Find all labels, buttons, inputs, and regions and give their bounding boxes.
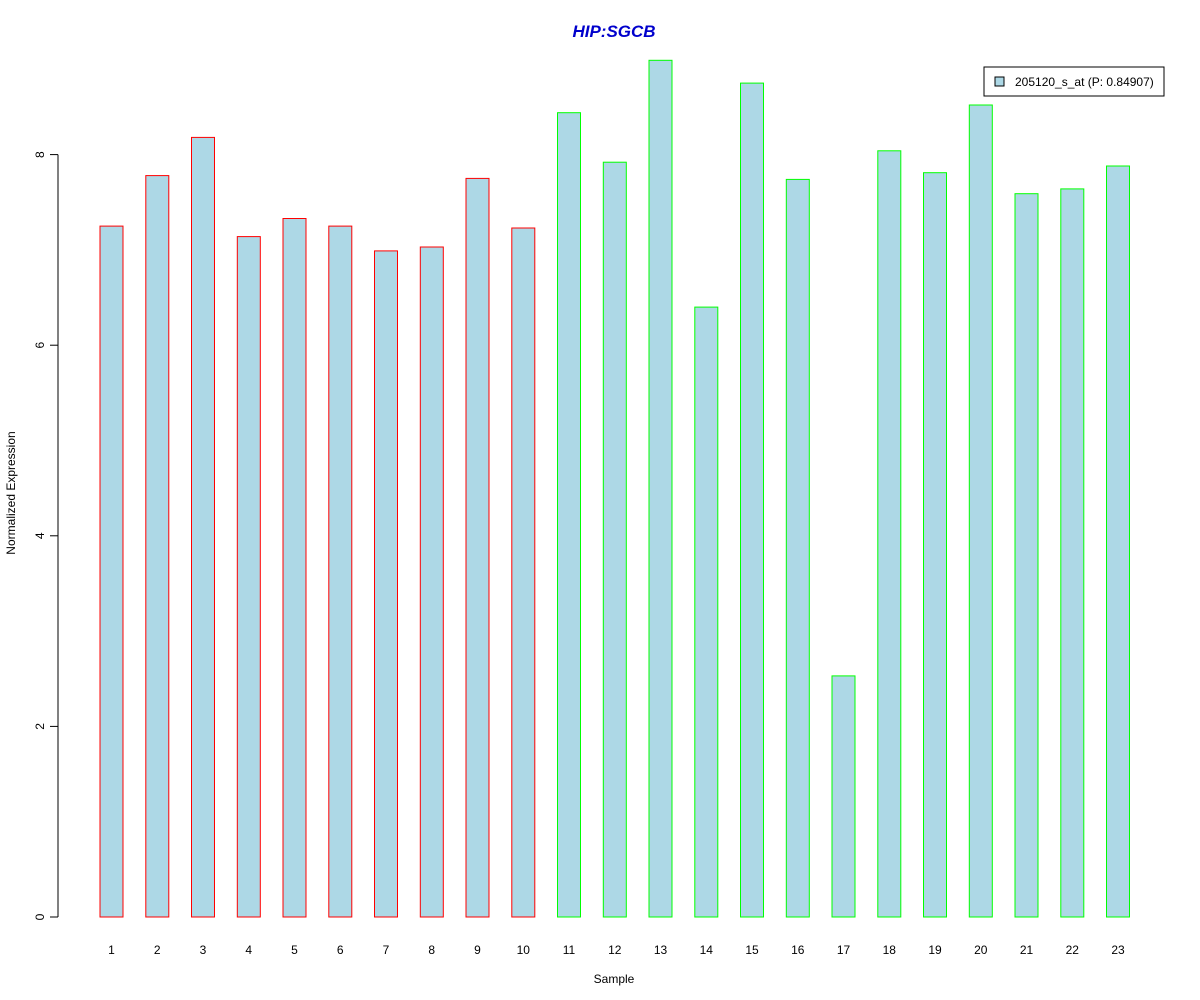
bar-sample-13 [648, 59, 673, 918]
bar-sample-1 [99, 225, 124, 918]
bar-sample-5 [282, 218, 307, 918]
x-tick-label: 21 [1020, 943, 1034, 957]
x-tick-label: 7 [383, 943, 390, 957]
bar-sample-14 [694, 306, 719, 918]
bar-sample-9 [465, 177, 490, 918]
x-tick-label: 18 [883, 943, 897, 957]
bar-sample-23 [1106, 165, 1130, 918]
x-tick-label: 6 [337, 943, 344, 957]
bar-sample-16 [785, 178, 810, 918]
x-tick-label: 15 [745, 943, 759, 957]
x-tick-label: 1 [108, 943, 115, 957]
bar-sample-22 [1060, 188, 1085, 918]
x-tick-label: 14 [700, 943, 714, 957]
bar-sample-8 [419, 246, 444, 918]
x-tick-label: 22 [1066, 943, 1080, 957]
bar-sample-12 [602, 161, 627, 918]
x-tick-label: 3 [200, 943, 207, 957]
bar-sample-17 [831, 675, 856, 918]
y-tick-label: 0 [33, 913, 47, 920]
x-tick-label: 20 [974, 943, 988, 957]
legend-label: 205120_s_at (P: 0.84907) [1015, 75, 1154, 89]
y-axis: 0 2 4 6 8 [33, 151, 59, 920]
bar-sample-4 [236, 236, 261, 918]
x-tick-label: 23 [1111, 943, 1125, 957]
x-tick-label: 5 [291, 943, 298, 957]
bar-sample-15 [740, 82, 764, 918]
legend-box [983, 66, 1165, 97]
x-axis-labels: 1 2 3 4 5 6 7 8 9 10 11 12 13 14 15 16 17 18 19 20 21 22 23 [108, 943, 1125, 957]
bar-sample-6 [328, 225, 353, 918]
bar-sample-11 [557, 112, 581, 918]
bar-sample-19 [923, 172, 947, 918]
x-tick-label: 12 [608, 943, 622, 957]
bar-sample-2 [145, 175, 170, 918]
y-tick-label: 8 [33, 151, 47, 158]
y-tick-label: 2 [33, 723, 47, 730]
bar-sample-18 [877, 150, 902, 918]
bar-sample-7 [374, 250, 398, 918]
x-tick-label: 13 [654, 943, 668, 957]
bar-sample-21 [1014, 193, 1039, 918]
legend: 205120_s_at (P: 0.84907) [983, 66, 1165, 97]
y-tick-label: 6 [33, 342, 47, 349]
x-tick-label: 4 [245, 943, 252, 957]
bar-sample-3 [191, 136, 215, 918]
legend-swatch [994, 76, 1005, 87]
x-tick-label: 16 [791, 943, 805, 957]
x-tick-label: 8 [428, 943, 435, 957]
y-tick-label: 4 [33, 532, 47, 539]
y-axis-title: Normalized Expression [4, 431, 18, 554]
x-tick-label: 19 [928, 943, 942, 957]
bar-sample-20 [968, 104, 993, 918]
bar-sample-10 [511, 227, 536, 918]
x-tick-label: 9 [474, 943, 481, 957]
x-tick-label: 10 [517, 943, 531, 957]
x-axis-title: Sample [594, 972, 635, 986]
x-tick-label: 11 [563, 943, 576, 957]
chart-title: HIP:SGCB [572, 22, 655, 41]
bars-group [99, 59, 1130, 918]
x-tick-label: 2 [154, 943, 161, 957]
x-tick-label: 17 [837, 943, 851, 957]
